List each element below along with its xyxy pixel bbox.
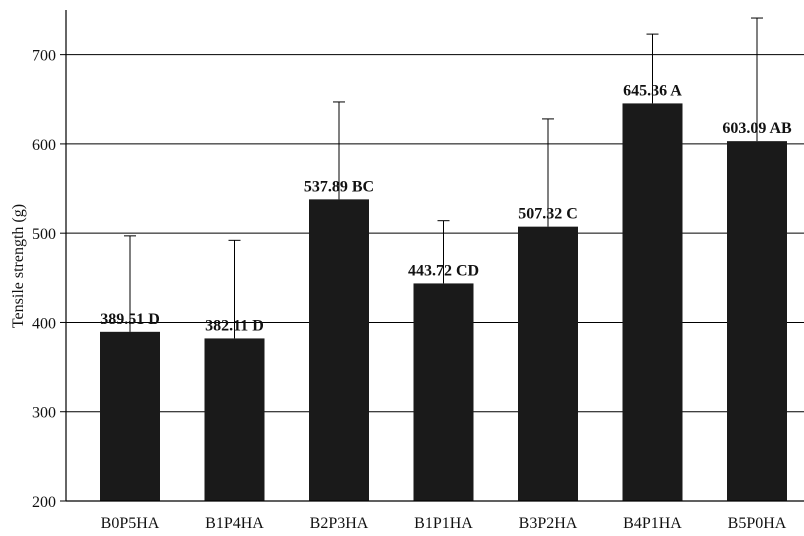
data-label: 603.09 AB: [722, 120, 792, 137]
x-category-label: B2P3HA: [310, 515, 369, 532]
x-category-label: B5P0HA: [728, 515, 787, 532]
data-label: 507.32 C: [518, 206, 578, 223]
x-category-label: B1P1HA: [414, 515, 473, 532]
x-category-label: B1P4HA: [205, 515, 264, 532]
x-category-label: B0P5HA: [101, 515, 160, 532]
bar: [622, 103, 683, 501]
bars: [100, 103, 787, 502]
bar: [413, 283, 474, 501]
y-tick-label: 500: [32, 226, 56, 243]
data-label: 443.72 CD: [408, 262, 479, 279]
y-tick-label: 200: [32, 494, 56, 511]
data-label: 537.89 BC: [304, 178, 374, 195]
x-category-label: B3P2HA: [519, 515, 578, 532]
y-tick-label: 600: [32, 137, 56, 154]
bar: [727, 141, 787, 501]
bar: [100, 331, 160, 501]
axes: [60, 10, 804, 502]
data-label: 382.11 D: [205, 317, 264, 334]
error-bars: [124, 17, 763, 339]
y-tick-label: 700: [32, 48, 56, 65]
bar: [309, 199, 369, 501]
bar: [204, 338, 265, 501]
data-label: 389.51 D: [100, 311, 160, 328]
x-category-label: B4P1HA: [623, 515, 682, 532]
y-axis-title: Tensile strength (g): [10, 204, 27, 328]
bar: [518, 226, 578, 502]
data-label: 645.36 A: [623, 82, 682, 99]
labels: 200 300 400 500 600 700 389.51 D B0P5HA 382.11 D…: [32, 48, 792, 532]
y-tick-label: 400: [32, 315, 56, 332]
y-tick-label: 300: [32, 405, 56, 422]
